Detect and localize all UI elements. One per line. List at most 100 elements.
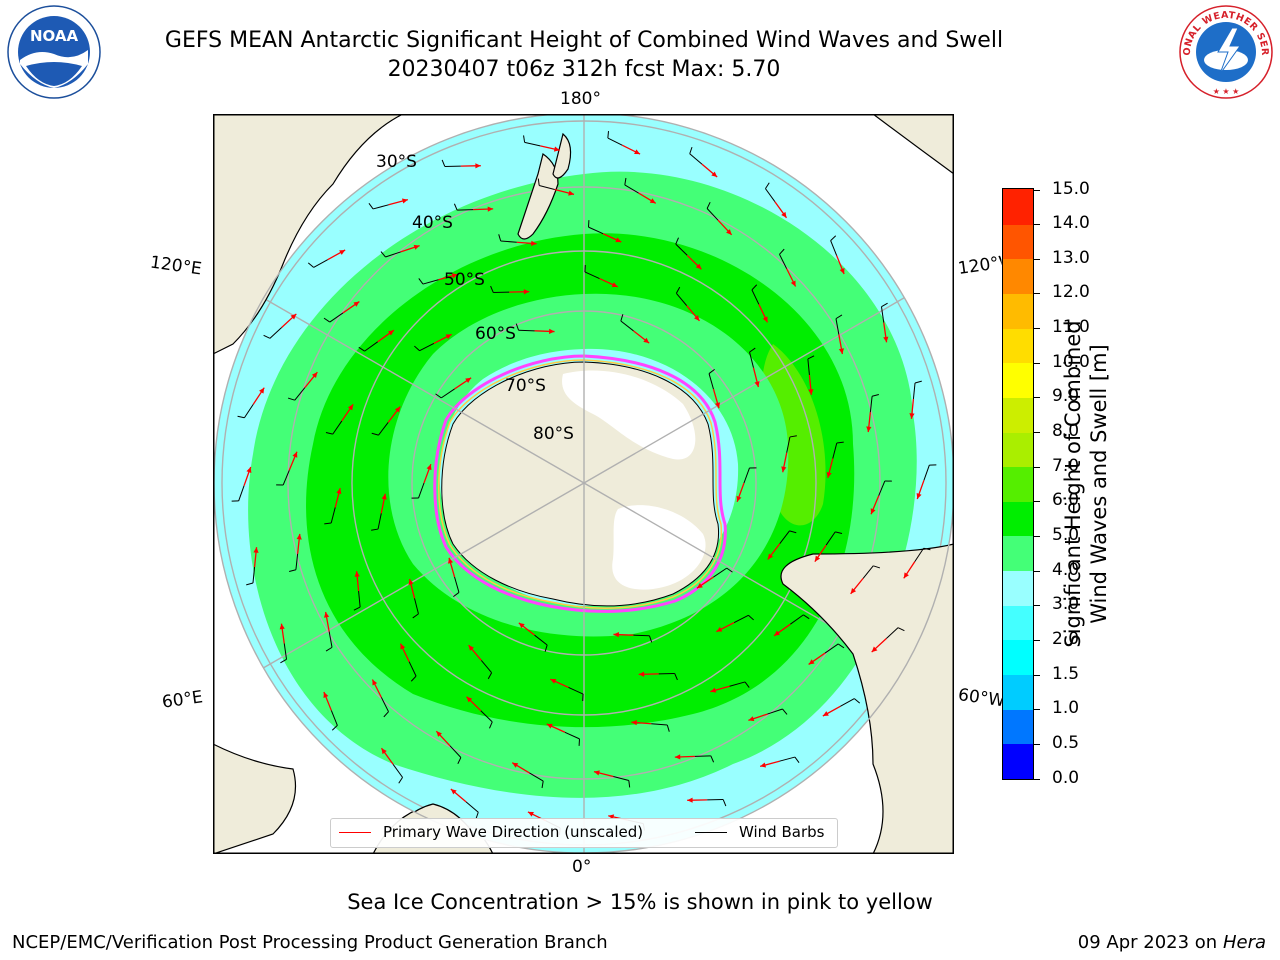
wave-arrow-head [400, 643, 406, 650]
wave-arrow-head [754, 381, 760, 388]
wave-arrow-head [822, 711, 829, 717]
wave-arrow-head [549, 328, 555, 334]
wind-barb-feather [323, 317, 331, 323]
wave-arrow-head [408, 578, 414, 585]
colorbar-label-line-1: Significant Height of Combined [1061, 320, 1085, 648]
legend-swatch-wave-direction [339, 832, 371, 833]
lon-label-60w: 60°W [956, 685, 1004, 711]
wind-barb-feather [751, 284, 758, 291]
wave-arrow-head [850, 587, 857, 594]
wind-barb [385, 251, 401, 258]
colorbar-tick-mark [1034, 674, 1040, 676]
wind-barb [694, 755, 711, 757]
colorbar-segment [1003, 328, 1033, 364]
wave-arrow-head [615, 237, 622, 243]
footer-date-text: 09 Apr 2023 on [1077, 932, 1223, 953]
colorbar-segment [1003, 535, 1033, 572]
wave-arrow-head [451, 273, 458, 279]
wave-arrow-head [613, 632, 619, 638]
wind-barb [765, 188, 776, 202]
wave-arrow-head [781, 211, 787, 218]
colorbar-tick-label: 0.0 [1052, 767, 1080, 788]
wind-barb-feather [541, 781, 544, 789]
lat-label-40s: 40°S [412, 213, 453, 233]
wind-barb [751, 289, 760, 305]
colorbar-tick-label: 2.0 [1052, 628, 1080, 649]
lat-label-30s: 30°S [376, 152, 417, 172]
wave-arrow-head [774, 630, 780, 636]
wave-arrow-head [814, 555, 821, 562]
wave-arrow-head [311, 372, 318, 379]
colorbar-segment [1003, 293, 1033, 329]
wind-barb-feather [706, 201, 711, 209]
wave-arrow-head [760, 762, 767, 768]
colorbar-tick-label: 13.0 [1052, 247, 1090, 268]
wind-barb-feather [412, 613, 419, 619]
wind-barb-feather [383, 711, 389, 718]
wave-arrow-head [634, 149, 641, 155]
wave-arrow-head [372, 679, 378, 686]
wave-arrow-head [388, 330, 394, 336]
wind-barb-feather [708, 368, 715, 374]
wave-arrow-head [716, 626, 723, 632]
wind-barb [613, 776, 629, 781]
colorbar-tick-mark [1034, 258, 1040, 260]
lat-label-80s: 80°S [533, 424, 574, 444]
national-weather-service-logo: NATIONAL WEATHER SERVICE ★ ★ ★ [1174, 0, 1274, 100]
wind-barb [364, 341, 378, 352]
wind-barb [733, 614, 749, 624]
wind-barb-feather [237, 415, 245, 419]
wave-arrow-head [550, 679, 557, 684]
map-border [213, 114, 954, 854]
wave-arrow-head [762, 316, 768, 323]
wind-barb [825, 531, 836, 546]
wind-barb-feather [836, 441, 844, 444]
noaa-logo: NOAA [6, 4, 102, 100]
wave-arrow-head [710, 687, 717, 693]
colorbar-tick-label: 10.0 [1052, 351, 1090, 372]
wave-arrow-head [292, 451, 298, 458]
wind-barb-feather [765, 182, 770, 189]
wind-barb-feather [607, 130, 609, 139]
wave-arrow-head [553, 146, 560, 152]
wave-arrow-head [381, 493, 387, 500]
wind-barb [743, 467, 750, 484]
wave-arrow-head [674, 754, 681, 760]
wave-arrow-head [246, 466, 252, 473]
sea-ice-note: Sea Ice Concentration > 15% is shown in … [347, 890, 933, 914]
wind-barb [840, 698, 855, 707]
wind-barb [418, 482, 425, 499]
wind-barb [830, 240, 838, 256]
noaa-logo-icon: NOAA [7, 5, 101, 99]
wind-barb-feather [325, 646, 333, 652]
wind-barb-feather [324, 522, 332, 525]
footer-credit: NCEP/EMC/Verification Post Processing Pr… [12, 932, 608, 953]
wind-barb-feather [307, 262, 314, 268]
wave-arrow-head [468, 645, 474, 651]
wind-barb-feather [722, 799, 727, 807]
wind-barb-feather [490, 285, 494, 293]
colorbar-tick-label: 14.0 [1052, 213, 1090, 234]
wind-barb-feather [744, 681, 750, 688]
wind-barb [620, 320, 634, 332]
wind-barb [912, 382, 916, 399]
wind-barb-feather [689, 146, 693, 154]
wind-barb [588, 226, 604, 235]
colorbar-tick-label: 15.0 [1052, 178, 1090, 199]
ice-shelf-weddell [612, 505, 706, 590]
wind-barb-feather [435, 393, 442, 399]
wind-barb [675, 243, 688, 256]
sea-ice-edge-yellow [438, 359, 723, 609]
wind-barb-feather [331, 725, 338, 731]
wind-barb [749, 352, 754, 368]
wave-arrow-head [870, 508, 876, 515]
wind-barb [518, 329, 535, 332]
wave-arrow-head [694, 315, 700, 321]
wind-barb-feather [675, 286, 681, 294]
wave-arrow-head [323, 692, 329, 699]
colorbar-tick-mark [1034, 535, 1040, 537]
title-line-1: GEFS MEAN Antarctic Significant Height o… [164, 28, 1004, 53]
wind-barb [252, 567, 256, 584]
wind-barb-feather [726, 567, 733, 573]
colorbar-tick-label: 3.0 [1052, 594, 1080, 615]
